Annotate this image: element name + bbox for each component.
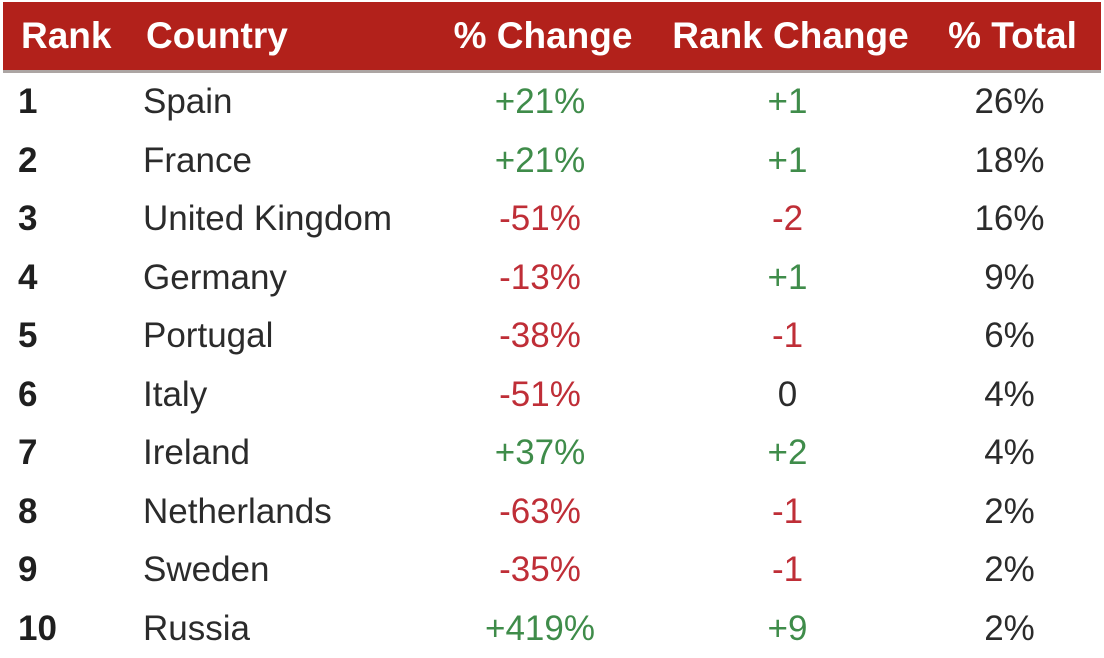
rank-change-cell: +1: [767, 82, 808, 122]
pct-total-cell: 18%: [974, 140, 1045, 180]
pct-change-cell: -38%: [499, 316, 581, 356]
country-cell: Netherlands: [143, 491, 332, 531]
rank-change-cell: -2: [771, 199, 804, 239]
header-rank-change: Rank Change: [672, 15, 909, 56]
table-row: 7 Ireland +37% +2 4%: [0, 424, 1104, 483]
country-cell: Ireland: [143, 433, 251, 473]
table-row: 5 Portugal -38% -1 6%: [0, 307, 1104, 366]
table-body: 1 Spain +21% +1 26% 2 France +21% +1 18%…: [0, 73, 1104, 658]
pct-change-cell: -63%: [499, 491, 581, 531]
country-cell: Italy: [143, 374, 208, 414]
table-row: 1 Spain +21% +1 26%: [0, 73, 1104, 132]
country-cell: France: [143, 140, 252, 180]
table-row: 9 Sweden -35% -1 2%: [0, 541, 1104, 600]
rank-cell: 3: [18, 199, 38, 239]
pct-change-cell: -51%: [499, 374, 581, 414]
country-cell: United Kingdom: [143, 199, 393, 239]
header-pct-change: % Change: [453, 15, 633, 56]
table-row: 3 United Kingdom -51% -2 16%: [0, 190, 1104, 249]
rank-cell: 7: [18, 433, 38, 473]
country-cell: Russia: [143, 608, 250, 648]
rank-change-cell: -1: [771, 491, 804, 531]
pct-change-cell: -13%: [499, 257, 581, 297]
pct-total-cell: 9%: [984, 257, 1035, 297]
rank-change-cell: -1: [771, 316, 804, 356]
table-row: 6 Italy -51% 0 4%: [0, 366, 1104, 425]
rank-cell: 6: [18, 374, 38, 414]
pct-change-cell: +37%: [494, 433, 586, 473]
country-cell: Germany: [143, 257, 287, 297]
pct-total-cell: 2%: [984, 550, 1035, 590]
rank-cell: 4: [18, 257, 38, 297]
rank-cell: 10: [18, 608, 57, 648]
header-pct-total: % Total: [948, 15, 1077, 56]
rank-change-cell: +2: [767, 433, 808, 473]
pct-total-cell: 2%: [984, 491, 1035, 531]
rank-change-cell: 0: [777, 374, 798, 414]
rank-cell: 5: [18, 316, 38, 356]
header-country: Country: [146, 15, 288, 56]
pct-change-cell: +419%: [485, 608, 595, 648]
country-cell: Sweden: [143, 550, 270, 590]
pct-total-cell: 16%: [974, 199, 1045, 239]
pct-total-cell: 26%: [974, 82, 1045, 122]
table-row: 8 Netherlands -63% -1 2%: [0, 483, 1104, 542]
pct-total-cell: 2%: [984, 608, 1035, 648]
pct-total-cell: 6%: [984, 316, 1035, 356]
table-row: 10 Russia +419% +9 2%: [0, 600, 1104, 658]
pct-change-cell: +21%: [494, 82, 586, 122]
rank-cell: 2: [18, 140, 38, 180]
table-header: Rank Country % Change Rank Change % Tota…: [3, 2, 1101, 70]
rank-change-cell: +1: [767, 140, 808, 180]
rank-change-cell: +1: [767, 257, 808, 297]
rank-cell: 9: [18, 550, 38, 590]
header-rank: Rank: [21, 15, 112, 56]
country-cell: Portugal: [143, 316, 274, 356]
table-row: 4 Germany -13% +1 9%: [0, 249, 1104, 308]
table-row: 2 France +21% +1 18%: [0, 132, 1104, 191]
rank-change-cell: +9: [767, 608, 808, 648]
country-cell: Spain: [143, 82, 233, 122]
pct-total-cell: 4%: [984, 433, 1035, 473]
pct-change-cell: -35%: [499, 550, 581, 590]
rank-cell: 1: [18, 82, 38, 122]
pct-change-cell: +21%: [494, 140, 586, 180]
pct-change-cell: -51%: [499, 199, 581, 239]
rank-change-cell: -1: [771, 550, 804, 590]
rank-cell: 8: [18, 491, 38, 531]
pct-total-cell: 4%: [984, 374, 1035, 414]
